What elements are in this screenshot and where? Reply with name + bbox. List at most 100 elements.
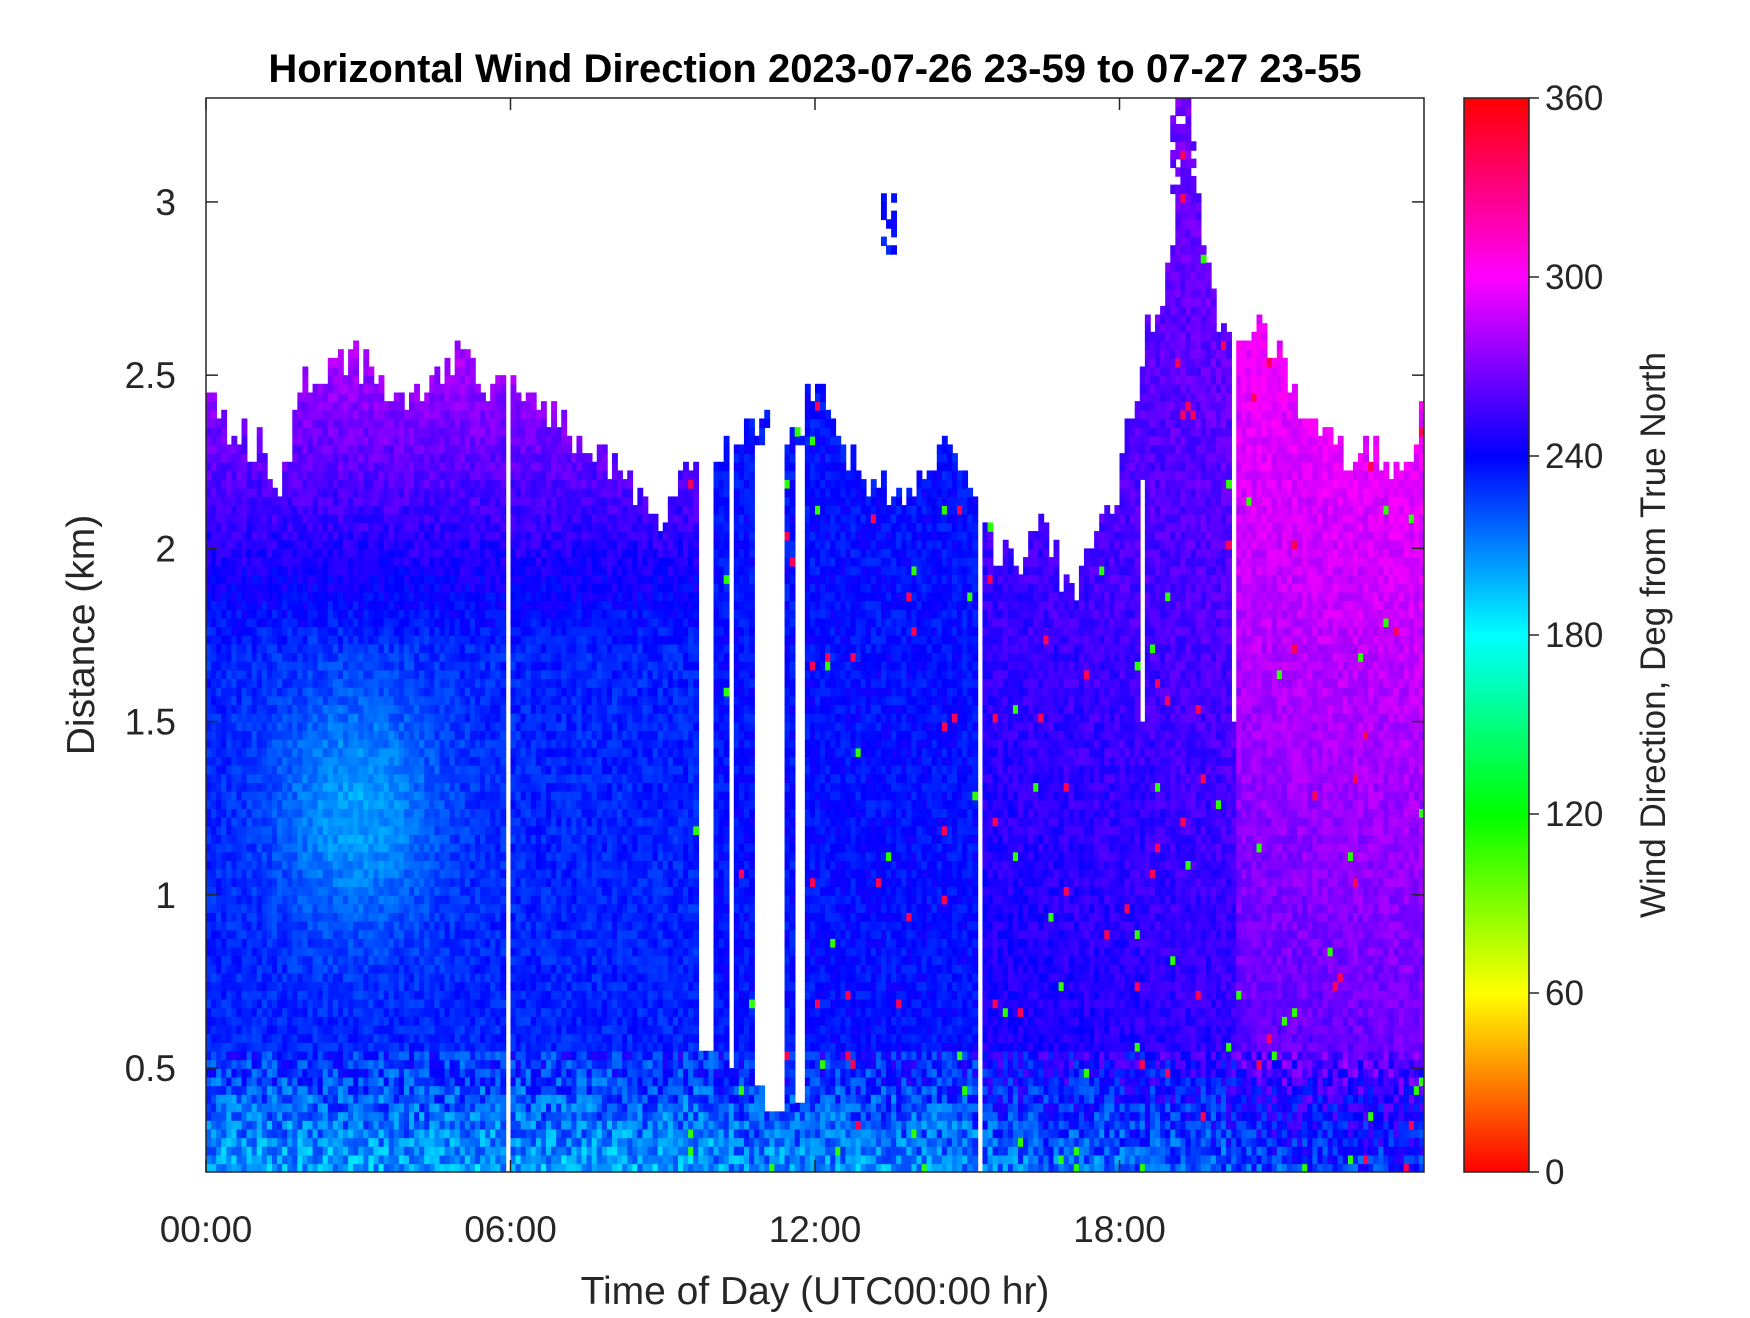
heatmap-cell [322,609,329,619]
heatmap-cell [373,574,380,584]
heatmap-cell [231,591,238,602]
heatmap-cell [206,1033,212,1043]
heatmap-cell [449,955,456,965]
heatmap-cell [292,1102,299,1113]
heatmap-cell [378,894,385,905]
heatmap-cell [409,574,415,584]
heatmap-cell [363,383,370,394]
heatmap-cell [393,635,400,645]
heatmap-cell [469,886,476,896]
heatmap-cell [348,738,354,749]
heatmap-cell [469,461,476,472]
heatmap-cell [287,894,294,905]
heatmap-cell [216,712,223,723]
heatmap-cell [302,860,309,870]
heatmap-cell [241,808,248,818]
heatmap-cell [287,868,294,879]
heatmap-cell [424,539,431,550]
heatmap-cell [292,738,299,749]
heatmap-cell [358,894,365,905]
heatmap-cell [216,808,223,818]
heatmap-cell [307,1111,314,1121]
heatmap-cell [449,435,456,446]
heatmap-cell [464,1033,471,1043]
heatmap-cell [409,886,415,896]
heatmap-cell [317,938,324,948]
heatmap-cell [358,955,365,965]
heatmap-cell [388,557,395,567]
heatmap-cell [454,799,461,810]
heatmap-cell [292,903,299,913]
heatmap-cell [297,1042,304,1052]
heatmap-cell [409,557,415,567]
heatmap-cell [221,522,228,532]
heatmap-cell [343,695,349,706]
heatmap-cell [480,427,486,437]
heatmap-cell [439,565,446,576]
heatmap-cell [287,834,294,844]
heatmap-cell [287,799,294,810]
heatmap-cell [419,756,426,766]
heatmap-cell [292,1068,299,1078]
heatmap-cell [231,790,238,801]
heatmap-cell [474,505,481,515]
heatmap-cell [434,470,441,480]
heatmap-cell [378,695,385,706]
heatmap-cell [216,609,223,619]
heatmap-cell [246,955,253,965]
heatmap-cell [353,557,360,567]
heatmap-cell [302,938,309,948]
heatmap-cell [343,712,349,723]
heatmap-cell [226,565,233,576]
heatmap-cell [439,678,446,688]
heatmap-cell [454,574,461,584]
heatmap-cell [393,522,400,532]
heatmap-cell [221,695,228,706]
heatmap-cell [464,418,471,428]
heatmap-cell [383,1146,390,1156]
heatmap-cell [256,461,263,472]
heatmap-cell [459,678,466,688]
heatmap-cell [414,401,420,411]
heatmap-cell [449,903,456,913]
heatmap-cell [474,522,481,532]
heatmap-cell [414,955,420,965]
heatmap-cell [327,1059,334,1069]
heatmap-cell [256,730,263,740]
heatmap-cell [383,964,390,974]
heatmap-cell [464,981,471,991]
heatmap-cell [480,652,486,662]
heatmap-cell [459,1111,466,1121]
heatmap-cell [378,1016,385,1026]
heatmap-cell [348,695,354,706]
heatmap-cell [464,635,471,645]
heatmap-cell [368,643,375,654]
heatmap-cell [439,609,446,619]
heatmap-cell [485,842,491,853]
heatmap-cell [292,955,299,965]
heatmap-cell [206,401,212,411]
heatmap-cell [464,1111,471,1121]
heatmap-cell [469,912,476,922]
heatmap-cell [449,626,456,636]
heatmap-cell [251,860,258,870]
heatmap-cell [302,678,309,688]
heatmap-cell [327,643,334,654]
heatmap-cell [383,773,390,784]
heatmap-cell [332,522,339,532]
heatmap-cell [277,1094,283,1104]
heatmap-cell [403,799,410,810]
heatmap-cell [231,981,238,991]
heatmap-cell [409,1111,415,1121]
heatmap-cell [246,557,253,567]
heatmap-cell [292,435,299,446]
heatmap-cell [322,834,329,844]
heatmap-cell [474,686,481,697]
heatmap-cell [439,600,446,610]
heatmap-cell [287,609,294,619]
heatmap-cell [206,1102,212,1113]
heatmap-cell [444,1050,451,1061]
heatmap-cell [206,955,212,965]
heatmap-cell [343,756,349,766]
heatmap-cell [373,808,380,818]
